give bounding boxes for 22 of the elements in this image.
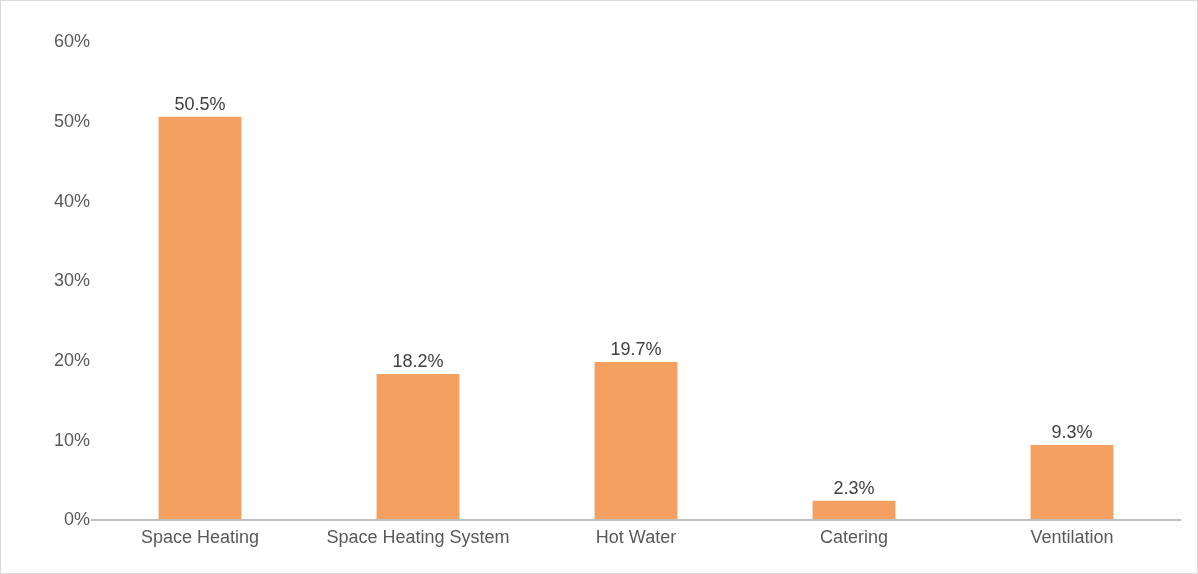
y-tick-label: 50%: [53, 110, 90, 131]
data-label: 2.3%: [833, 477, 875, 498]
x-tick-label: Catering: [819, 526, 889, 547]
bar: [1030, 444, 1114, 519]
data-label: 18.2%: [392, 351, 444, 372]
bar: [812, 500, 896, 519]
y-tick-label: 60%: [53, 31, 90, 52]
y-tick-label: 0%: [63, 509, 90, 530]
y-tick-label: 20%: [53, 349, 90, 370]
x-tick-label: Hot Water: [595, 526, 677, 547]
x-tick-label: Ventilation: [1030, 526, 1114, 547]
data-label: 50.5%: [174, 93, 226, 114]
bar: [376, 374, 460, 519]
x-tick-label: Space Heating System: [326, 526, 510, 547]
y-tick-label: 40%: [53, 190, 90, 211]
y-tick-label: 30%: [53, 270, 90, 291]
x-tick-label: Space Heating: [140, 526, 260, 547]
bar: [594, 362, 678, 519]
data-label: 19.7%: [610, 339, 662, 360]
y-tick-label: 10%: [53, 429, 90, 450]
bar: [158, 116, 242, 519]
data-label: 9.3%: [1051, 421, 1093, 442]
